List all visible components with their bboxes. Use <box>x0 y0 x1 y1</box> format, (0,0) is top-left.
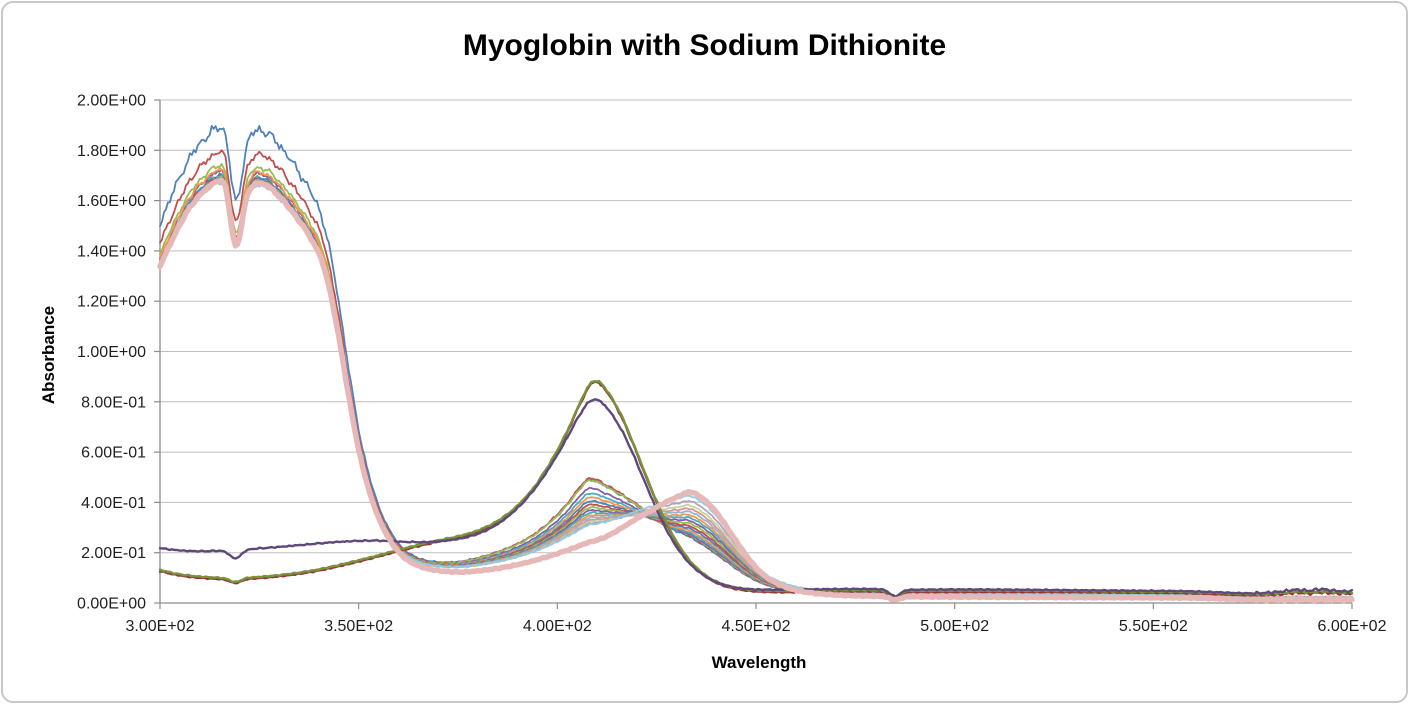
series-scan-09 <box>159 175 1353 601</box>
x-tick-label: 5.00E+02 <box>920 618 989 635</box>
series-scan-03 <box>159 163 1353 601</box>
y-tick-label: 2.00E+00 <box>77 93 146 110</box>
series-scan-01 <box>159 125 1353 601</box>
series-final-scan <box>157 177 1355 604</box>
x-tick-label: 6.00E+02 <box>1318 618 1387 635</box>
series-scan-02 <box>159 149 1353 601</box>
x-tick-label: 4.50E+02 <box>722 618 791 635</box>
series-scan-17 <box>159 182 1353 600</box>
y-tick-label: 1.80E+00 <box>77 143 146 160</box>
series-scan-07 <box>159 172 1353 601</box>
x-tick-label: 4.00E+02 <box>523 618 592 635</box>
y-tick-label: 4.00E-01 <box>81 495 146 512</box>
y-tick-label: 8.00E-01 <box>81 394 146 411</box>
x-tick-label: 3.00E+02 <box>126 618 195 635</box>
series-scan-12 <box>159 178 1353 601</box>
series-scan-06 <box>159 166 1353 601</box>
series-myoglobin-only-c <box>158 398 1354 598</box>
series-scan-08 <box>159 175 1353 601</box>
y-tick-label: 1.00E+00 <box>77 344 146 361</box>
y-tick-label: 6.00E-01 <box>81 445 146 462</box>
series-scan-14 <box>159 180 1353 600</box>
y-tick-label: 1.60E+00 <box>77 193 146 210</box>
y-tick-label: 1.20E+00 <box>77 294 146 311</box>
series-scan-04 <box>159 168 1353 601</box>
series-scan-11 <box>159 176 1353 601</box>
y-tick-label: 2.00E-01 <box>81 545 146 562</box>
series-scan-05 <box>159 173 1353 601</box>
y-tick-label: 1.40E+00 <box>77 243 146 260</box>
x-axis-title: Wavelength <box>711 653 807 672</box>
series-scan-10 <box>159 176 1353 601</box>
series-scan-13 <box>159 178 1353 601</box>
chart-title: Myoglobin with Sodium Dithionite <box>462 29 947 62</box>
x-tick-label: 5.50E+02 <box>1119 618 1188 635</box>
series-scan-16 <box>159 181 1353 601</box>
x-tick-label: 3.50E+02 <box>324 618 393 635</box>
y-tick-label: 0.00E+00 <box>77 596 146 613</box>
series-scan-15 <box>159 179 1353 600</box>
